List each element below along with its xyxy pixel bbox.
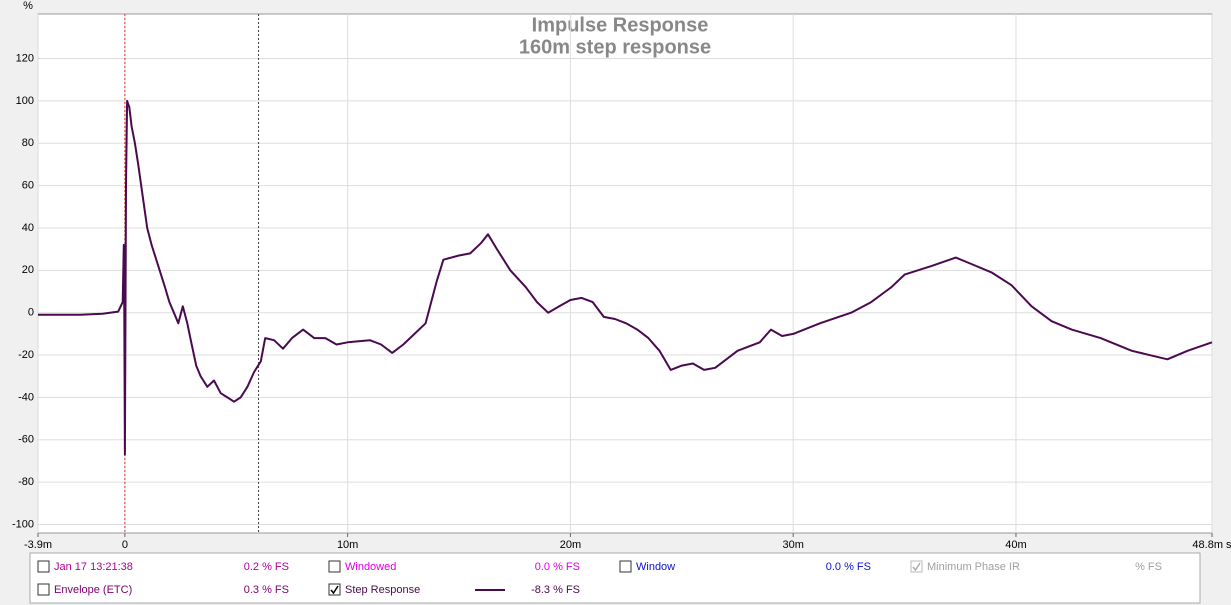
checkbox[interactable] (328, 560, 341, 573)
plot-area (37, 13, 1213, 534)
y-tick-label: -40 (18, 391, 34, 403)
x-tick-label: 10m (337, 539, 358, 551)
legend-label: Envelope (ETC) (54, 584, 132, 596)
legend-reading: 0.2 % FS (244, 561, 289, 573)
y-tick-label: 40 (22, 222, 34, 234)
chart-title: Impulse Response (532, 14, 709, 36)
y-tick-label: 0 (28, 307, 34, 319)
legend-label: Jan 17 13:21:38 (54, 561, 133, 573)
checkbox[interactable] (910, 560, 923, 573)
legend-label: Windowed (345, 561, 396, 573)
legend-panel (29, 552, 1201, 604)
checkmark (912, 562, 921, 572)
legend-reading: 0.3 % FS (244, 584, 289, 596)
y-tick-label: -20 (18, 349, 34, 361)
y-tick-label: -100 (12, 518, 34, 530)
legend-reading: 0.0 % FS (535, 561, 580, 573)
step-response-line (38, 99, 1213, 456)
y-tick-label: 80 (22, 137, 34, 149)
y-tick-label: -80 (18, 476, 34, 488)
x-tick-label: -3.9m (24, 539, 52, 551)
y-tick-label: 60 (22, 179, 34, 191)
chart-subtitle: 160m step response (519, 36, 711, 58)
legend-reading: -8.3 % FS (531, 584, 580, 596)
legend-label: Window (636, 561, 675, 573)
legend-reading: 0.0 % FS (826, 561, 871, 573)
y-tick-label: 100 (16, 95, 34, 107)
checkmark (330, 585, 339, 595)
checkbox[interactable] (619, 560, 632, 573)
checkbox[interactable] (37, 583, 50, 596)
x-tick-label: 0 (122, 539, 128, 551)
checkbox[interactable] (328, 583, 341, 596)
y-tick-label: 20 (22, 264, 34, 276)
checkbox[interactable] (37, 560, 50, 573)
y-tick-label: 120 (16, 52, 34, 64)
legend-reading: % FS (1135, 561, 1162, 573)
y-axis-label: % (23, 0, 33, 12)
legend-label: Step Response (345, 584, 420, 596)
legend-label: Minimum Phase IR (927, 561, 1020, 573)
x-tick-label: 20m (560, 539, 581, 551)
y-tick-label: -60 (18, 434, 34, 446)
x-tick-label: 40m (1005, 539, 1026, 551)
x-tick-label: 48.8m s (1192, 539, 1231, 551)
x-tick-label: 30m (782, 539, 803, 551)
